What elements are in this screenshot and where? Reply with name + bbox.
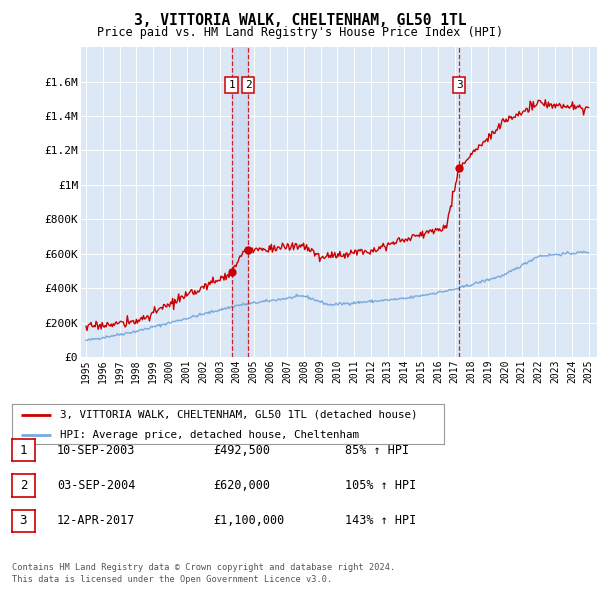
Text: 105% ↑ HPI: 105% ↑ HPI <box>345 479 416 492</box>
Text: Contains HM Land Registry data © Crown copyright and database right 2024.: Contains HM Land Registry data © Crown c… <box>12 563 395 572</box>
Text: £620,000: £620,000 <box>213 479 270 492</box>
Text: 3, VITTORIA WALK, CHELTENHAM, GL50 1TL: 3, VITTORIA WALK, CHELTENHAM, GL50 1TL <box>134 13 466 28</box>
Text: 3: 3 <box>20 514 27 527</box>
Text: 2: 2 <box>245 80 251 90</box>
Text: HPI: Average price, detached house, Cheltenham: HPI: Average price, detached house, Chel… <box>59 430 359 440</box>
Text: 1: 1 <box>228 80 235 90</box>
Text: This data is licensed under the Open Government Licence v3.0.: This data is licensed under the Open Gov… <box>12 575 332 584</box>
Text: £1,100,000: £1,100,000 <box>213 514 284 527</box>
Text: 10-SEP-2003: 10-SEP-2003 <box>57 444 136 457</box>
Text: 3, VITTORIA WALK, CHELTENHAM, GL50 1TL (detached house): 3, VITTORIA WALK, CHELTENHAM, GL50 1TL (… <box>59 410 417 420</box>
Text: 3: 3 <box>456 80 463 90</box>
Text: Price paid vs. HM Land Registry's House Price Index (HPI): Price paid vs. HM Land Registry's House … <box>97 26 503 39</box>
Text: 12-APR-2017: 12-APR-2017 <box>57 514 136 527</box>
Text: £492,500: £492,500 <box>213 444 270 457</box>
Text: 143% ↑ HPI: 143% ↑ HPI <box>345 514 416 527</box>
Text: 85% ↑ HPI: 85% ↑ HPI <box>345 444 409 457</box>
Text: 03-SEP-2004: 03-SEP-2004 <box>57 479 136 492</box>
Text: 1: 1 <box>20 444 27 457</box>
Bar <box>232 47 248 357</box>
Text: 2: 2 <box>20 479 27 492</box>
